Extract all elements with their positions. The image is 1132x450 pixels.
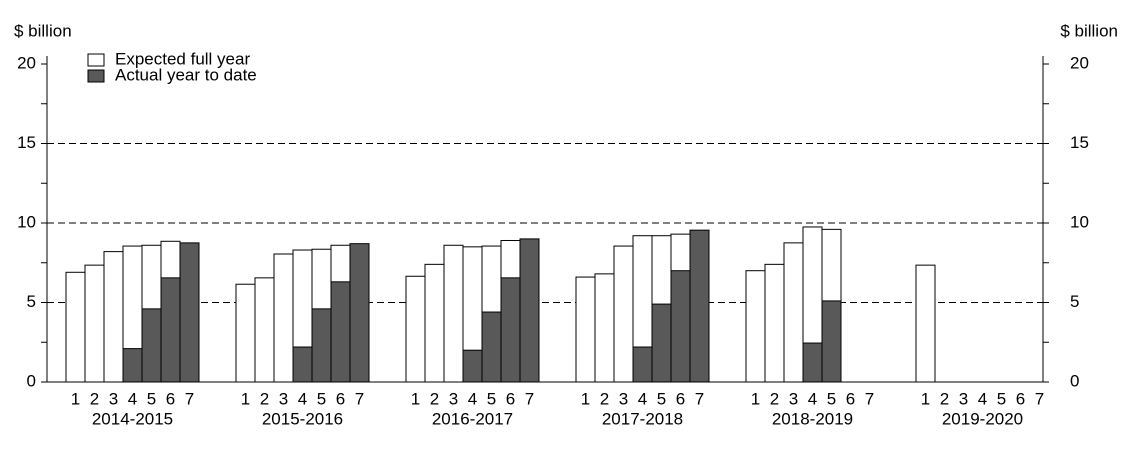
x-tick-label: 7: [1035, 389, 1044, 408]
bar: [122, 348, 143, 383]
bar: [783, 242, 804, 383]
x-tick-label: 5: [827, 389, 836, 408]
group-label: 2017-2018: [602, 409, 683, 428]
x-tick-label: 3: [789, 389, 798, 408]
bar: [349, 243, 370, 383]
x-tick-label: 3: [109, 389, 118, 408]
bar: [443, 244, 464, 383]
group-label: 2014-2015: [92, 409, 173, 428]
y-tick-label: 10: [17, 212, 36, 231]
bar: [613, 245, 634, 383]
y2-tick-label: 20: [1070, 53, 1089, 72]
x-tick-label: 4: [468, 389, 477, 408]
x-tick-label: 5: [487, 389, 496, 408]
x-tick-label: 5: [147, 389, 156, 408]
bar: [235, 283, 256, 383]
x-tick-label: 2: [90, 389, 99, 408]
x-tick-label: 6: [506, 389, 515, 408]
bar: [632, 346, 653, 383]
x-tick-label: 2: [940, 389, 949, 408]
bar: [689, 229, 710, 383]
y2-tick-label: 10: [1070, 212, 1089, 231]
bar: [292, 346, 313, 383]
y2-axis-label: $ billion: [1060, 21, 1118, 40]
x-tick-label: 3: [279, 389, 288, 408]
x-tick-label: 7: [185, 389, 194, 408]
x-tick-label: 7: [865, 389, 874, 408]
x-tick-label: 4: [128, 389, 137, 408]
x-tick-label: 7: [355, 389, 364, 408]
bar: [764, 263, 785, 383]
x-tick-label: 6: [676, 389, 685, 408]
bar: [405, 275, 426, 383]
group-label: 2016-2017: [432, 409, 513, 428]
x-tick-label: 7: [695, 389, 704, 408]
group-label: 2015-2016: [262, 409, 343, 428]
bar: [330, 281, 351, 383]
x-tick-label: 5: [657, 389, 666, 408]
x-tick-label: 1: [411, 389, 420, 408]
bar: [273, 253, 294, 383]
x-tick-label: 5: [997, 389, 1006, 408]
bar: [670, 270, 691, 383]
x-tick-label: 6: [846, 389, 855, 408]
x-tick-label: 3: [449, 389, 458, 408]
x-tick-label: 6: [166, 389, 175, 408]
legend-label: Actual year to date: [115, 65, 257, 84]
bar: [65, 271, 86, 383]
y-axis-label: $ billion: [14, 21, 72, 40]
group-label: 2018-2019: [772, 409, 853, 428]
x-tick-label: 1: [921, 389, 930, 408]
x-tick-label: 1: [751, 389, 760, 408]
y-tick-label: 0: [27, 371, 36, 390]
y2-tick-label: 5: [1070, 292, 1079, 311]
x-tick-label: 6: [1016, 389, 1025, 408]
y-tick-label: 20: [17, 53, 36, 72]
legend-swatch: [87, 53, 105, 67]
bar: [311, 308, 332, 383]
x-tick-label: 4: [298, 389, 307, 408]
x-tick-label: 3: [619, 389, 628, 408]
bar: [84, 264, 105, 383]
x-tick-label: 4: [978, 389, 987, 408]
bar: [802, 342, 823, 383]
y2-tick-label: 15: [1070, 133, 1089, 152]
bar: [160, 277, 181, 383]
x-tick-label: 1: [581, 389, 590, 408]
bar: [519, 238, 540, 383]
y-tick-label: 15: [17, 133, 36, 152]
bar: [500, 277, 521, 383]
y2-tick-label: 0: [1070, 371, 1079, 390]
x-tick-label: 2: [600, 389, 609, 408]
x-tick-label: 3: [959, 389, 968, 408]
y-tick-label: 5: [27, 292, 36, 311]
x-tick-label: 1: [71, 389, 80, 408]
bar: [462, 349, 483, 383]
x-tick-label: 2: [260, 389, 269, 408]
x-tick-label: 6: [336, 389, 345, 408]
x-tick-label: 2: [430, 389, 439, 408]
x-tick-label: 7: [525, 389, 534, 408]
bar: [481, 311, 502, 383]
bar: [651, 303, 672, 383]
bar: [594, 273, 615, 383]
legend-swatch: [87, 69, 105, 83]
x-tick-label: 4: [638, 389, 647, 408]
x-tick-label: 4: [808, 389, 817, 408]
bar: [821, 300, 842, 383]
group-label: 2019-2020: [942, 409, 1023, 428]
bar: [254, 277, 275, 383]
x-tick-label: 1: [241, 389, 250, 408]
bar: [424, 263, 445, 383]
x-tick-label: 5: [317, 389, 326, 408]
bar: [103, 251, 124, 383]
bar: [575, 276, 596, 383]
bar: [141, 308, 162, 383]
bar: [915, 264, 936, 383]
bar: [745, 270, 766, 383]
bar: [179, 242, 200, 383]
x-tick-label: 2: [770, 389, 779, 408]
legend-label: Expected full year: [115, 49, 250, 68]
